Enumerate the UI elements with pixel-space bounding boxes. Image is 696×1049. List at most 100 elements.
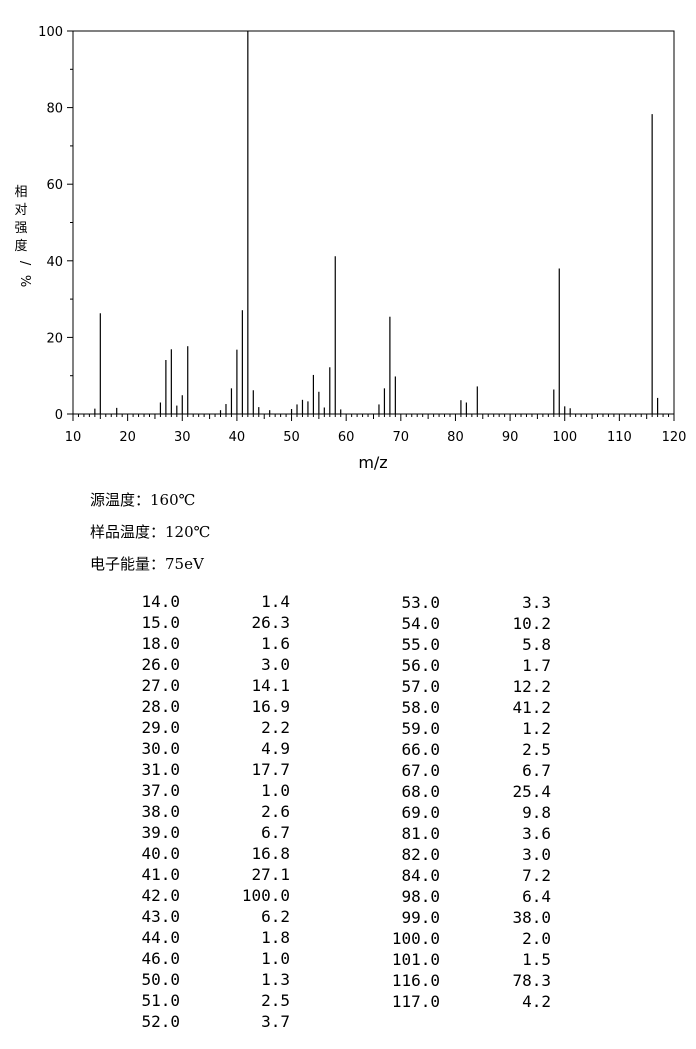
- intensity-value: 100.0: [241, 886, 290, 905]
- y-label-char: 对: [14, 203, 27, 218]
- mz-value: 59.0: [401, 719, 440, 738]
- mz-value: 46.0: [141, 949, 180, 968]
- intensity-value: 5.8: [522, 635, 551, 654]
- mz-value: 58.0: [401, 698, 440, 717]
- table-row: 101.0 1.5: [0, 949, 696, 970]
- mz-value: 39.0: [141, 823, 180, 842]
- table-row: 37.0 1.0: [0, 780, 696, 801]
- y-tick-label: 100: [38, 25, 63, 40]
- mz-value: 43.0: [141, 907, 180, 926]
- x-tick-label: 80: [447, 430, 464, 445]
- mz-value: 18.0: [141, 634, 180, 653]
- y-tick-label: 60: [46, 178, 63, 193]
- mz-value: 56.0: [401, 656, 440, 675]
- table-row: 59.0 1.2: [0, 718, 696, 739]
- table-row: 42.0 100.0: [0, 885, 696, 906]
- mz-value: 40.0: [141, 844, 180, 863]
- mz-value: 117.0: [391, 992, 440, 1011]
- y-label-char: /: [17, 261, 32, 266]
- x-tick-label: 110: [607, 430, 632, 445]
- table-row: 99.0 38.0: [0, 907, 696, 928]
- mz-value: 29.0: [141, 718, 180, 737]
- intensity-value: 3.7: [261, 1012, 290, 1031]
- intensity-value: 4.2: [522, 992, 551, 1011]
- intensity-value: 1.6: [261, 634, 290, 653]
- mz-value: 84.0: [401, 866, 440, 885]
- intensity-value: 4.9: [261, 739, 290, 758]
- intensity-value: 16.9: [251, 697, 290, 716]
- table-row: 55.0 5.8: [0, 634, 696, 655]
- x-axis: 10 20 30 40 50 60 70 80 90 100 110 120: [65, 414, 687, 445]
- table-row: 82.0 3.0: [0, 844, 696, 865]
- table-row: 39.0 6.7: [0, 822, 696, 843]
- mz-value: 99.0: [401, 908, 440, 927]
- table-row: 14.0 1.4: [0, 591, 696, 612]
- mz-value: 31.0: [141, 760, 180, 779]
- y-label-char: %: [17, 275, 32, 287]
- intensity-value: 1.0: [261, 949, 290, 968]
- table-row: 67.0 6.7: [0, 760, 696, 781]
- mz-value: 15.0: [141, 613, 180, 632]
- intensity-value: 16.8: [251, 844, 290, 863]
- intensity-value: 2.0: [522, 929, 551, 948]
- y-axis: 0 20 40 60 80 100: [38, 25, 73, 423]
- table-row: 15.0 26.3: [0, 612, 696, 633]
- mz-value: 98.0: [401, 887, 440, 906]
- table-row: 38.0 2.6: [0, 801, 696, 822]
- table-row: 46.0 1.0: [0, 948, 696, 969]
- y-tick-label: 20: [46, 331, 63, 346]
- y-label-char: 强: [14, 221, 27, 236]
- mz-value: 55.0: [401, 635, 440, 654]
- mz-value: 82.0: [401, 845, 440, 864]
- table-row: 27.0 14.1: [0, 675, 696, 696]
- intensity-value: 3.3: [522, 593, 551, 612]
- table-row: 57.0 12.2: [0, 676, 696, 697]
- mz-value: 100.0: [391, 929, 440, 948]
- table-row: 51.0 2.5: [0, 990, 696, 1011]
- intensity-value: 6.2: [261, 907, 290, 926]
- y-tick-label: 40: [46, 255, 63, 270]
- mz-value: 52.0: [141, 1012, 180, 1031]
- mz-value: 101.0: [391, 950, 440, 969]
- mz-value: 67.0: [401, 761, 440, 780]
- table-row: 29.0 2.2: [0, 717, 696, 738]
- table-row: 100.0 2.0: [0, 928, 696, 949]
- intensity-value: 26.3: [251, 613, 290, 632]
- x-tick-label: 40: [229, 430, 246, 445]
- intensity-value: 41.2: [512, 698, 551, 717]
- x-tick-label: 20: [119, 430, 136, 445]
- mz-value: 51.0: [141, 991, 180, 1010]
- table-row: 41.0 27.1: [0, 864, 696, 885]
- x-tick-label: 100: [552, 430, 577, 445]
- table-row: 44.0 1.8: [0, 927, 696, 948]
- intensity-value: 1.2: [522, 719, 551, 738]
- mz-value: 66.0: [401, 740, 440, 759]
- intensity-value: 10.2: [512, 614, 551, 633]
- y-tick-label: 80: [46, 102, 63, 117]
- intensity-value: 1.7: [522, 656, 551, 675]
- table-row: 116.0 78.3: [0, 970, 696, 991]
- source-temperature: 源温度：160℃: [90, 491, 196, 509]
- x-tick-label: 120: [662, 430, 687, 445]
- intensity-value: 2.2: [261, 718, 290, 737]
- mz-value: 57.0: [401, 677, 440, 696]
- intensity-value: 6.7: [522, 761, 551, 780]
- table-row: 54.0 10.2: [0, 613, 696, 634]
- table-row: 28.0 16.9: [0, 696, 696, 717]
- mz-value: 30.0: [141, 739, 180, 758]
- intensity-value: 2.5: [522, 740, 551, 759]
- x-tick-label: 70: [393, 430, 410, 445]
- mz-value: 81.0: [401, 824, 440, 843]
- intensity-value: 1.8: [261, 928, 290, 947]
- mz-value: 37.0: [141, 781, 180, 800]
- intensity-value: 78.3: [512, 971, 551, 990]
- table-row: 56.0 1.7: [0, 655, 696, 676]
- intensity-value: 6.4: [522, 887, 551, 906]
- intensity-value: 2.6: [261, 802, 290, 821]
- intensity-value: 1.0: [261, 781, 290, 800]
- table-row: 81.0 3.6: [0, 823, 696, 844]
- intensity-value: 27.1: [251, 865, 290, 884]
- table-row: 58.0 41.2: [0, 697, 696, 718]
- intensity-value: 7.2: [522, 866, 551, 885]
